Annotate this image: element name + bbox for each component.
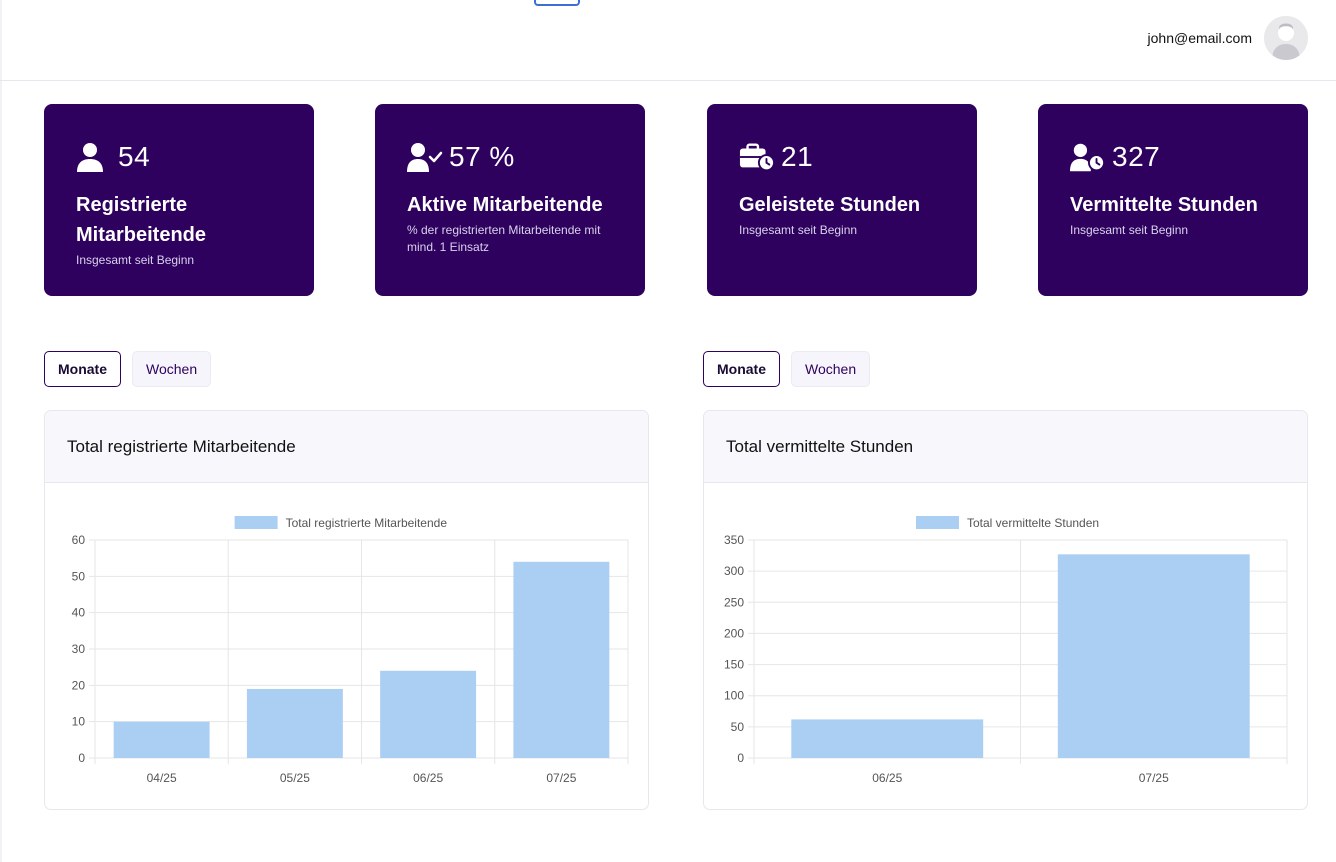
bar-chart-brokered-hours: Total vermittelte Stunden 0 50 100 150 200 250… xyxy=(724,516,1288,785)
kpi-title: Registrierte Mitarbeitende xyxy=(76,194,207,246)
y-tick-label: 60 xyxy=(72,533,86,547)
bar-07-25[interactable] xyxy=(1057,554,1250,758)
kpi-value: 54 xyxy=(118,141,151,172)
x-tick-label: 06/25 xyxy=(413,771,443,785)
bar-07-25[interactable] xyxy=(513,561,610,758)
weeks-button[interactable]: Wochen xyxy=(132,351,212,387)
user-icon xyxy=(76,140,112,174)
legend-label[interactable]: Total registrierte Mitarbeitende xyxy=(286,516,448,530)
x-tick-label: 05/25 xyxy=(280,771,310,785)
kpi-value: 57 % xyxy=(449,141,515,172)
y-tick-label: 350 xyxy=(724,533,744,547)
avatar[interactable] xyxy=(1264,16,1308,60)
kpi-title: Vermittelte Stunden xyxy=(1070,194,1258,216)
kpi-subtitle: Insgesamt seit Beginn xyxy=(76,253,195,267)
bar-chart-registered-employees: Total registrierte Mitarbeitende 0 10 20 30 4… xyxy=(72,516,629,785)
avatar-person-icon xyxy=(1264,16,1308,60)
chart-card-registered-employees: Total registrierte Mitarbeitende Total r… xyxy=(44,410,649,810)
y-tick-label: 30 xyxy=(72,642,86,656)
user-clock-icon xyxy=(1070,140,1106,174)
period-toggle-right: Monate Wochen xyxy=(703,351,871,387)
kpi-subtitle: Insgesamt seit Beginn xyxy=(1070,223,1189,237)
focus-outline-marker xyxy=(534,0,580,6)
y-tick-label: 0 xyxy=(78,751,85,765)
y-tick-label: 100 xyxy=(724,689,744,703)
chart-card-brokered-hours: Total vermittelte Stunden Total vermitte… xyxy=(703,410,1308,810)
chart-title: Total vermittelte Stunden xyxy=(704,411,1307,483)
legend-label[interactable]: Total vermittelte Stunden xyxy=(967,516,1099,530)
x-tick-label: 06/25 xyxy=(872,771,902,785)
x-tick-label: 07/25 xyxy=(546,771,576,785)
months-button[interactable]: Monate xyxy=(703,351,780,387)
y-tick-label: 50 xyxy=(72,569,86,583)
user-email: john@email.com xyxy=(1147,30,1252,46)
kpi-value: 327 xyxy=(1112,141,1161,172)
bar-05-25[interactable] xyxy=(246,688,343,758)
y-tick-label: 250 xyxy=(724,595,744,609)
months-button[interactable]: Monate xyxy=(44,351,121,387)
y-tick-label: 10 xyxy=(72,715,86,729)
chart-title: Total registrierte Mitarbeitende xyxy=(45,411,648,483)
top-bar: john@email.com xyxy=(0,0,1336,81)
kpi-subtitle: Insgesamt seit Beginn xyxy=(739,223,858,237)
briefcase-clock-icon xyxy=(739,140,775,174)
page-left-edge xyxy=(0,0,2,862)
y-tick-label: 20 xyxy=(72,678,86,692)
bar-04-25[interactable] xyxy=(113,721,210,758)
x-tick-label: 07/25 xyxy=(1139,771,1169,785)
weeks-button[interactable]: Wochen xyxy=(791,351,871,387)
kpi-card-active-employees: 57 % Aktive Mitarbeitende % der registri… xyxy=(375,104,645,296)
y-tick-label: 300 xyxy=(724,564,744,578)
kpi-card-brokered-hours: 327 Vermittelte Stunden Insgesamt seit B… xyxy=(1038,104,1308,296)
legend-swatch xyxy=(234,516,278,529)
y-tick-label: 40 xyxy=(72,606,86,620)
y-tick-label: 50 xyxy=(731,720,745,734)
y-tick-label: 150 xyxy=(724,658,744,672)
bar-06-25[interactable] xyxy=(791,719,984,758)
kpi-value: 21 xyxy=(781,141,814,172)
kpi-subtitle: % der registrierten Mitarbeitende mit mi… xyxy=(407,223,601,254)
kpi-title: Aktive Mitarbeitende xyxy=(407,194,603,216)
y-tick-label: 200 xyxy=(724,626,744,640)
period-toggle-left: Monate Wochen xyxy=(44,351,212,387)
kpi-card-worked-hours: 21 Geleistete Stunden Insgesamt seit Beg… xyxy=(707,104,977,296)
kpi-title: Geleistete Stunden xyxy=(739,194,921,216)
x-tick-label: 04/25 xyxy=(147,771,177,785)
user-check-icon xyxy=(407,140,443,174)
legend-swatch xyxy=(916,516,959,529)
kpi-card-registered-employees: 54 Registrierte Mitarbeitende Insgesamt … xyxy=(44,104,314,296)
bar-06-25[interactable] xyxy=(380,670,477,758)
y-tick-label: 0 xyxy=(737,751,744,765)
